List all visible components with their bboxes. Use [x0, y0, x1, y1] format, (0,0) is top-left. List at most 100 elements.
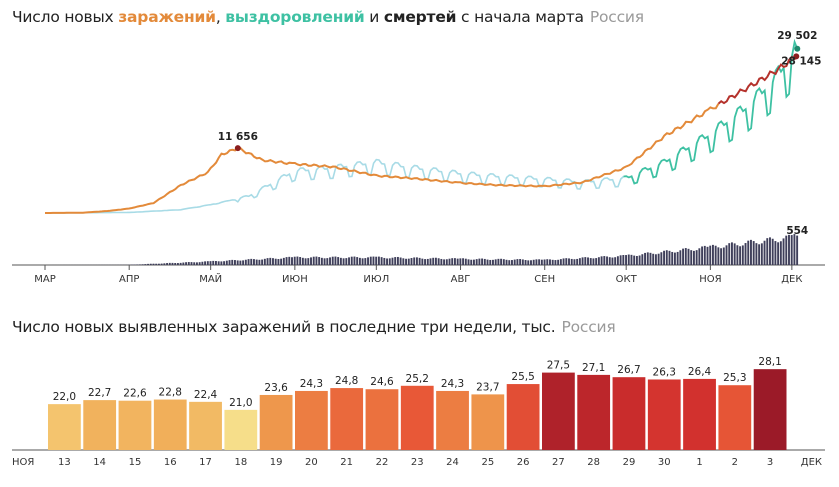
bar-25 [471, 394, 505, 450]
death-bar [345, 258, 348, 265]
bar-value-13: 22,0 [53, 391, 76, 403]
death-bar [717, 247, 720, 265]
bar-value-15: 22,6 [123, 388, 147, 400]
bar-value-16: 22,8 [159, 387, 182, 399]
death-bar [166, 263, 169, 265]
death-bar [280, 258, 283, 265]
death-bar [337, 257, 340, 265]
death-bar [769, 237, 771, 265]
death-bar [263, 258, 266, 265]
death-bar [396, 256, 399, 265]
bar-26 [506, 384, 540, 450]
death-bar [692, 250, 695, 265]
month-label-9: ДЕК [781, 274, 802, 285]
death-bar [239, 260, 242, 265]
death-bar [714, 245, 717, 265]
bar-18 [224, 409, 258, 450]
bar-value-18: 21,0 [229, 397, 252, 409]
death-bar [568, 258, 570, 265]
death-bar [353, 256, 356, 265]
title-deaths: смертей [383, 8, 457, 26]
bar-value-25: 23,7 [476, 381, 499, 393]
death-bar [608, 257, 611, 265]
death-bar [437, 258, 440, 265]
death-bar [500, 258, 503, 265]
bar-13 [48, 404, 81, 450]
death-bar [758, 244, 761, 265]
deaths-last-label: 554 [786, 225, 808, 237]
death-bar [530, 260, 532, 265]
death-bar [198, 262, 201, 265]
death-bar [209, 261, 212, 265]
death-bar [603, 256, 606, 265]
month-label-4: ИЮЛ [363, 274, 389, 285]
death-bar [445, 259, 448, 265]
death-bar [657, 253, 660, 265]
bar-21 [330, 388, 364, 450]
death-bar [524, 260, 527, 265]
death-bar [660, 252, 663, 265]
title-post: с начала марта [456, 8, 584, 26]
death-bar [492, 259, 494, 265]
death-bar [288, 256, 291, 265]
death-bar [432, 257, 435, 265]
death-bar [782, 238, 785, 265]
month-label-7: ОКТ [616, 274, 638, 285]
death-bar [231, 259, 234, 265]
bar-15 [118, 400, 152, 450]
death-bar [228, 260, 231, 265]
death-bar [375, 256, 378, 265]
death-bar [147, 263, 150, 265]
death-bar [766, 238, 769, 265]
infections-end-marker [793, 53, 800, 60]
recoveries-line-early [45, 158, 625, 214]
death-bar [627, 254, 630, 265]
death-bar [546, 259, 549, 265]
day-label-17: 17 [199, 457, 212, 468]
month-label-1: АПР [119, 274, 139, 285]
death-bar [269, 257, 272, 265]
death-bar [261, 259, 264, 265]
death-bar [462, 258, 465, 265]
month-label-6: СЕН [534, 274, 555, 285]
death-bar [709, 245, 712, 265]
death-bar [214, 261, 217, 265]
death-bar [554, 260, 557, 265]
title-and: и [364, 8, 384, 26]
death-bar [763, 240, 766, 265]
death-bar [152, 263, 155, 265]
death-bar [386, 258, 388, 265]
death-bar [296, 256, 299, 265]
death-bar [285, 257, 288, 265]
recoveries-end-marker [794, 45, 801, 52]
death-bar [752, 241, 755, 265]
death-bar [310, 257, 312, 265]
death-bar [434, 257, 437, 265]
death-bar [464, 258, 467, 265]
bar-value-2: 25,3 [723, 372, 746, 384]
death-bar [549, 259, 551, 265]
death-bar [234, 260, 236, 265]
death-bar [587, 257, 589, 265]
peak-marker [234, 145, 241, 152]
death-bar [654, 254, 657, 265]
death-bar [597, 257, 600, 265]
death-bar [790, 235, 793, 265]
day-label-23: 23 [411, 457, 424, 468]
death-bar [779, 241, 782, 265]
death-bar [755, 243, 758, 265]
death-bar [179, 262, 182, 265]
death-bar [326, 258, 329, 265]
death-bar [711, 244, 714, 265]
bar-title-text: Число новых выявленных заражений в после… [12, 318, 556, 336]
death-bar [421, 258, 424, 265]
death-bar [187, 262, 190, 265]
death-bar [592, 258, 595, 265]
death-bar [616, 256, 619, 265]
bar-17 [189, 401, 222, 450]
death-bar [168, 262, 171, 265]
day-label-20: 20 [305, 457, 318, 468]
day-label-2: 2 [732, 457, 738, 468]
death-bar [407, 258, 410, 265]
bar-30 [647, 379, 681, 450]
